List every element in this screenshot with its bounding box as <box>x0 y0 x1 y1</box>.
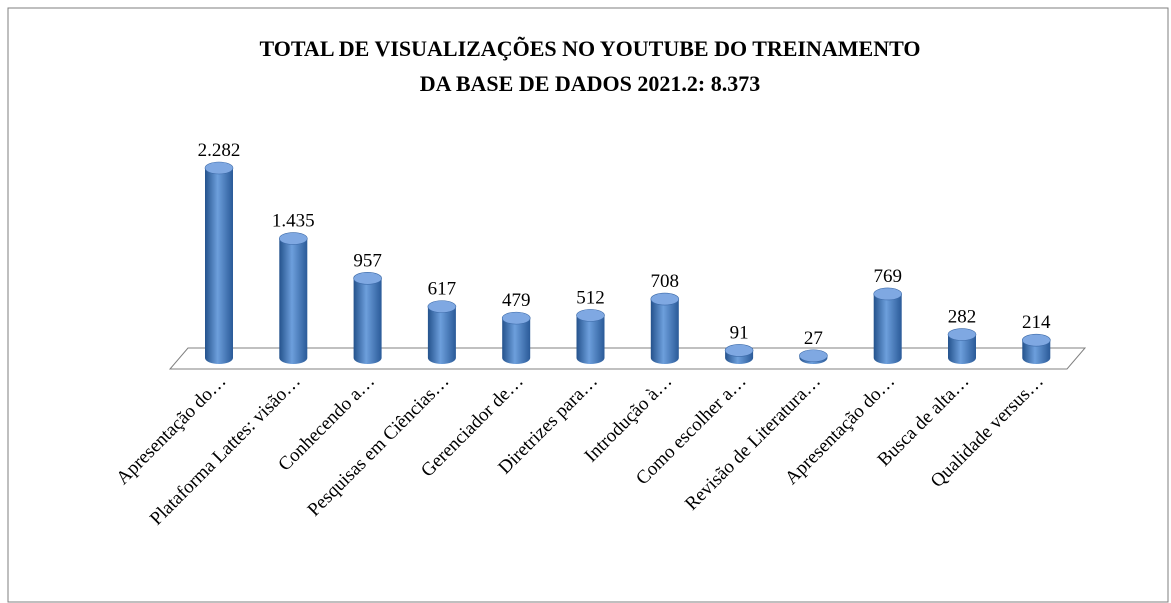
bar-top <box>501 311 531 325</box>
bar <box>576 309 605 364</box>
bar-top <box>204 161 234 175</box>
value-label: 2.282 <box>198 140 241 161</box>
value-label: 769 <box>873 266 902 287</box>
bar <box>427 300 457 364</box>
bar <box>204 161 234 364</box>
chart-title: TOTAL DE VISUALIZAÇÕES NO YOUTUBE DO TRE… <box>260 36 921 61</box>
bar-body <box>948 334 976 364</box>
bar-top <box>873 287 903 301</box>
bar-top <box>576 309 605 322</box>
floor <box>168 347 1087 370</box>
value-label: 479 <box>502 290 531 311</box>
bar <box>947 328 977 364</box>
bar <box>278 232 308 364</box>
value-label: 617 <box>428 279 457 300</box>
bar <box>724 344 754 364</box>
value-label: 957 <box>353 250 382 271</box>
bar-body <box>502 318 531 364</box>
bar-top <box>1022 333 1051 347</box>
value-label: 1.435 <box>272 211 315 232</box>
bar-body <box>1022 340 1051 365</box>
bar-top <box>724 344 754 357</box>
bar <box>501 311 531 364</box>
bar-body <box>576 315 605 364</box>
value-label: 708 <box>651 271 680 292</box>
bar-body <box>353 278 382 364</box>
value-label: 512 <box>576 287 605 308</box>
bar <box>873 287 903 364</box>
bar-body <box>650 299 679 364</box>
bar-top <box>799 349 828 363</box>
bar-top <box>353 272 382 285</box>
bar-body <box>873 293 902 364</box>
bar-top <box>947 328 977 341</box>
bar-top <box>650 292 680 306</box>
chart-border <box>7 7 1169 603</box>
bar-top <box>427 300 457 313</box>
value-label: 282 <box>948 307 977 328</box>
bar <box>650 292 680 364</box>
bar-body <box>427 306 456 364</box>
bar-body <box>205 168 233 364</box>
bar <box>1022 333 1051 365</box>
bar-body <box>279 238 308 364</box>
bar-top <box>278 232 308 245</box>
value-label: 214 <box>1022 312 1051 333</box>
bar <box>799 349 828 364</box>
bar <box>353 272 382 364</box>
chart-title: DA BASE DE DADOS 2021.2: 8.373 <box>420 71 760 96</box>
value-label: 27 <box>804 328 823 349</box>
value-label: 91 <box>730 322 749 343</box>
